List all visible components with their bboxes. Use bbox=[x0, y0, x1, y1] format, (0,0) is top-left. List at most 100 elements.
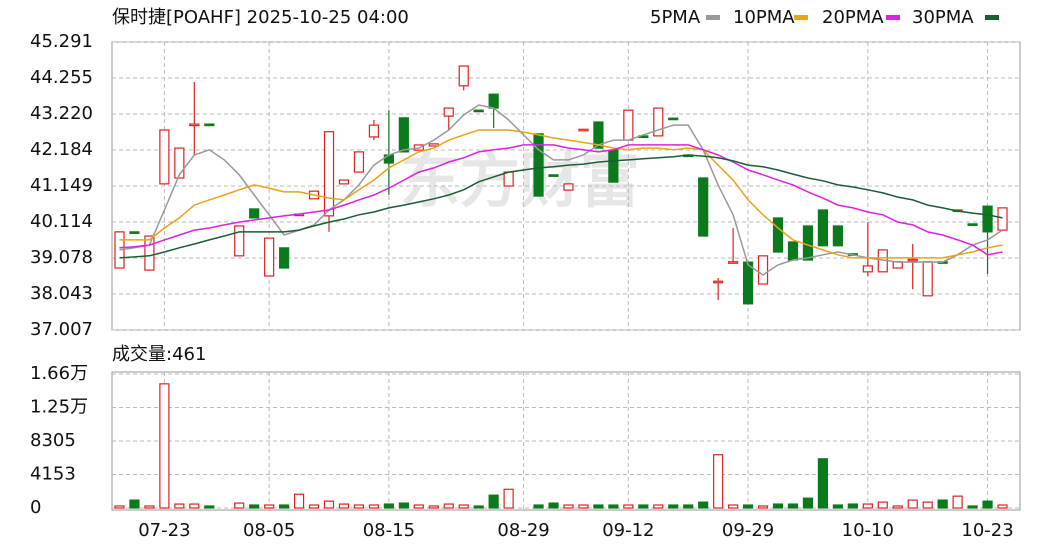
volume-bar bbox=[742, 504, 754, 509]
volume-bar bbox=[967, 505, 978, 509]
candle-body bbox=[264, 237, 275, 277]
volume-bar bbox=[488, 494, 499, 509]
legend-swatch bbox=[886, 15, 900, 20]
y-tick-label: 39.078 bbox=[30, 247, 93, 268]
volume-bar bbox=[293, 493, 305, 509]
volume-bar bbox=[997, 504, 1008, 509]
candle-body bbox=[189, 123, 200, 127]
y-tick-label: 43.220 bbox=[30, 103, 93, 124]
volume-bar bbox=[458, 504, 469, 509]
y-tick-label: 0 bbox=[30, 497, 41, 518]
candle-body bbox=[967, 223, 978, 226]
x-tick-label: 10-23 bbox=[961, 520, 1013, 541]
candle-body bbox=[757, 255, 769, 285]
volume-bar bbox=[623, 504, 634, 509]
volume-bar bbox=[608, 504, 619, 509]
candle-body bbox=[279, 247, 290, 269]
volume-bar bbox=[877, 501, 888, 509]
y-tick-label: 37.007 bbox=[30, 319, 93, 340]
legend-label: 20PMA bbox=[822, 7, 884, 28]
volume-bar bbox=[323, 500, 335, 509]
candle-body bbox=[578, 128, 589, 132]
volume-bar bbox=[668, 504, 679, 509]
ma-line bbox=[119, 104, 1003, 276]
volume-bar bbox=[638, 504, 649, 509]
volume-bar bbox=[398, 502, 409, 509]
ma-line bbox=[119, 144, 1003, 256]
candle-body bbox=[563, 183, 574, 191]
candle-body bbox=[623, 109, 634, 141]
legend-swatch bbox=[985, 15, 999, 20]
candle-body bbox=[249, 208, 260, 219]
candle-body bbox=[802, 225, 814, 261]
candle-body bbox=[323, 131, 335, 217]
volume-bar bbox=[189, 503, 200, 509]
volume-bar bbox=[892, 505, 903, 509]
candle-body bbox=[742, 261, 754, 305]
watermark: 东方财富 bbox=[400, 147, 640, 217]
volume-bar bbox=[443, 503, 454, 509]
candle-body bbox=[204, 123, 215, 127]
volume-bar bbox=[787, 503, 799, 509]
candle-body bbox=[488, 93, 499, 109]
x-tick-label: 10-10 bbox=[842, 520, 894, 541]
volume-bar bbox=[204, 505, 215, 509]
volume-bar bbox=[144, 505, 155, 509]
volume-bar bbox=[862, 503, 873, 509]
candle-body bbox=[353, 151, 365, 173]
candle-body bbox=[922, 261, 933, 297]
volume-bar bbox=[683, 504, 694, 509]
y-tick-label: 8305 bbox=[30, 430, 76, 451]
candle-body bbox=[368, 124, 380, 138]
volume-bar bbox=[832, 504, 843, 509]
candle-body bbox=[832, 225, 843, 247]
candle-body bbox=[548, 174, 559, 177]
y-tick-label: 1.25万 bbox=[30, 396, 88, 417]
candle-body bbox=[129, 231, 140, 234]
candle-body bbox=[383, 154, 394, 164]
candle-body bbox=[982, 205, 993, 233]
volume-bar bbox=[338, 503, 350, 509]
candle-body bbox=[159, 129, 170, 185]
candle-body bbox=[144, 235, 155, 271]
volume-bar bbox=[279, 504, 290, 509]
candle-body bbox=[533, 133, 544, 197]
x-tick-label: 09-29 bbox=[722, 520, 774, 541]
candle-body bbox=[174, 147, 185, 179]
volume-bar bbox=[473, 505, 484, 509]
volume-bar bbox=[264, 504, 275, 509]
candle-body bbox=[728, 261, 739, 264]
y-tick-label: 38.043 bbox=[30, 283, 93, 304]
volume-bar bbox=[952, 495, 963, 509]
legend-label: 5PMA bbox=[650, 7, 701, 28]
volume-bar bbox=[383, 503, 394, 509]
volume-bar bbox=[713, 454, 724, 509]
volume-bar bbox=[817, 458, 829, 509]
candle-body bbox=[653, 107, 664, 137]
y-tick-label: 45.291 bbox=[30, 31, 93, 52]
volume-bar bbox=[847, 503, 858, 509]
y-tick-label: 4153 bbox=[30, 463, 76, 484]
volume-bar bbox=[234, 502, 245, 509]
x-tick-label: 07-23 bbox=[138, 520, 190, 541]
volume-bar bbox=[159, 383, 170, 509]
candle-body bbox=[997, 207, 1008, 231]
candle-body bbox=[787, 241, 799, 261]
x-tick-label: 08-29 bbox=[497, 520, 549, 541]
candle-body bbox=[443, 107, 454, 117]
candle-body bbox=[473, 109, 484, 113]
candle-body bbox=[608, 149, 619, 183]
volume-title: 成交量:461 bbox=[112, 344, 206, 365]
volume-bar bbox=[698, 501, 709, 509]
candle-body bbox=[593, 121, 604, 149]
x-tick-label: 08-15 bbox=[363, 520, 415, 541]
volume-bar bbox=[503, 488, 514, 509]
legend-swatch bbox=[706, 15, 720, 20]
volume-bar bbox=[249, 504, 260, 509]
x-tick-label: 09-12 bbox=[602, 520, 654, 541]
volume-bar bbox=[174, 503, 185, 509]
candle-body bbox=[338, 179, 350, 185]
volume-bar bbox=[548, 502, 559, 509]
x-tick-label: 08-05 bbox=[243, 520, 295, 541]
volume-bar bbox=[802, 497, 814, 509]
